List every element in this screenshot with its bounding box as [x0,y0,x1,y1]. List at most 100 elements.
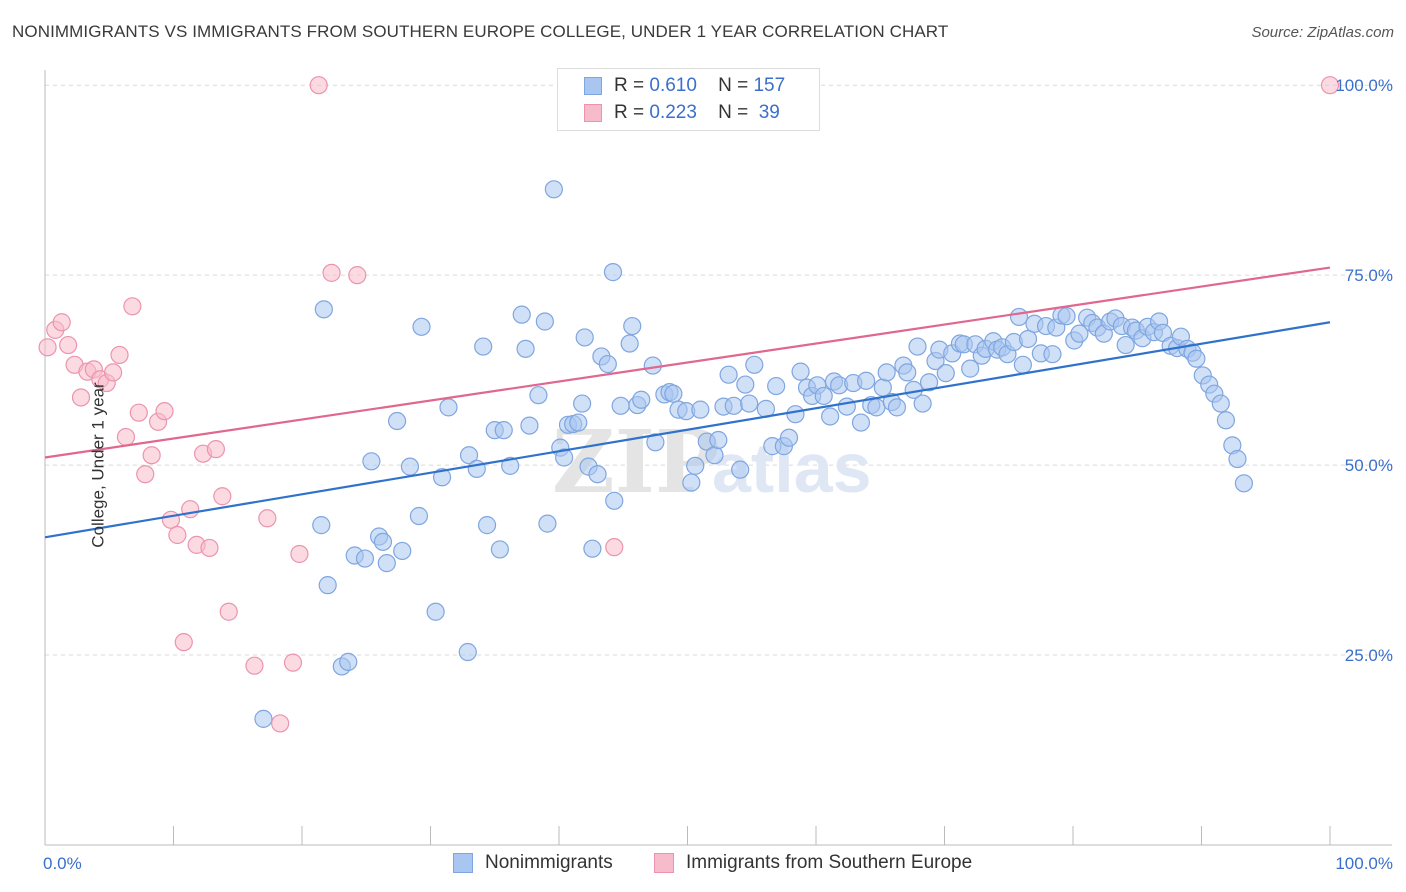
data-point [538,514,557,533]
data-point [339,652,358,671]
data-point [373,532,393,551]
data-point [355,549,375,568]
data-point [821,407,840,426]
data-point [254,709,273,728]
data-point [535,312,554,331]
data-point [283,653,303,672]
data-point [867,398,886,417]
data-point [136,465,155,484]
data-point [1116,335,1135,355]
x-tick-label: 100.0% [1335,854,1393,873]
data-point [200,538,219,558]
data-point [686,456,705,475]
data-point [724,396,743,415]
data-point [719,365,738,384]
stats-r-label: R = [614,102,645,123]
source-label: Source: ZipAtlas.com [1251,24,1394,41]
data-point [516,339,535,358]
data-point [1018,329,1038,349]
data-point [314,300,333,319]
data-point [1043,345,1062,364]
data-point [71,388,91,407]
data-point [575,328,594,347]
data-point [377,554,396,573]
legend-label: Immigrants from Southern Europe [686,852,973,873]
data-point [1057,307,1076,326]
data-point [529,386,548,405]
stats-box: R = 0.610 N = 157 R = 0.223 N = 39 [557,68,820,131]
data-point [116,427,136,447]
legend-swatch-blue [453,853,473,873]
data-point [598,354,617,374]
data-point [646,433,665,452]
data-point [898,363,917,382]
data-point [432,468,452,487]
data-point [213,487,232,506]
data-point [1234,474,1254,493]
data-point [458,642,477,662]
data-point [129,403,148,422]
data-point [682,473,701,492]
data-point [387,411,407,431]
data-point [38,338,57,357]
gridlines [45,84,1392,656]
data-point [1187,349,1206,368]
data-point [779,428,799,447]
data-point [1216,411,1236,430]
data-point [318,576,337,595]
data-point [611,396,630,415]
data-point [477,516,497,535]
stats-n-value: 39 [753,102,780,123]
data-point [512,305,531,324]
data-point [857,371,876,390]
data-point [393,541,412,561]
data-point [745,355,764,374]
data-point [877,363,896,382]
stats-swatch-pink [584,104,602,122]
data-point [691,400,710,419]
data-point [474,337,493,356]
data-point [501,456,520,475]
data-point [791,362,810,381]
data-point [583,539,602,558]
data-point [709,430,728,450]
data-point [814,386,833,406]
data-point [767,376,786,396]
data-point [1211,394,1230,413]
data-point [569,413,588,432]
data-point [605,538,624,557]
data-point [731,460,750,479]
data-point [936,364,955,383]
data-point [142,446,161,465]
legend-swatch-pink [654,853,674,873]
data-point [1320,76,1340,95]
data-point [161,510,181,529]
stats-r-value: 0.223 [649,102,697,123]
data-point [155,402,174,421]
data-point [786,405,805,424]
data-point [245,656,264,675]
y-tick-label: 100.0% [1335,76,1393,95]
data-point [271,714,290,733]
data-point [258,509,277,528]
data-point [620,334,639,353]
data-point [494,421,513,440]
data-point [426,602,445,621]
data-point [1009,307,1029,327]
x-tick-label: 0.0% [43,854,82,873]
data-point [623,316,642,336]
tick-labels: 25.0% 50.0% 75.0% 100.0% 0.0% 100.0% [43,76,1393,873]
data-point [168,525,187,545]
data-point [913,394,932,413]
data-point [123,297,142,316]
trend-line [44,266,1331,459]
data-point [110,345,129,365]
data-point [312,516,331,535]
data-point [961,359,980,378]
data-point [348,266,367,285]
data-point [705,446,724,465]
data-point [309,76,328,95]
stats-swatch-blue [584,77,602,95]
data-point [573,394,592,413]
